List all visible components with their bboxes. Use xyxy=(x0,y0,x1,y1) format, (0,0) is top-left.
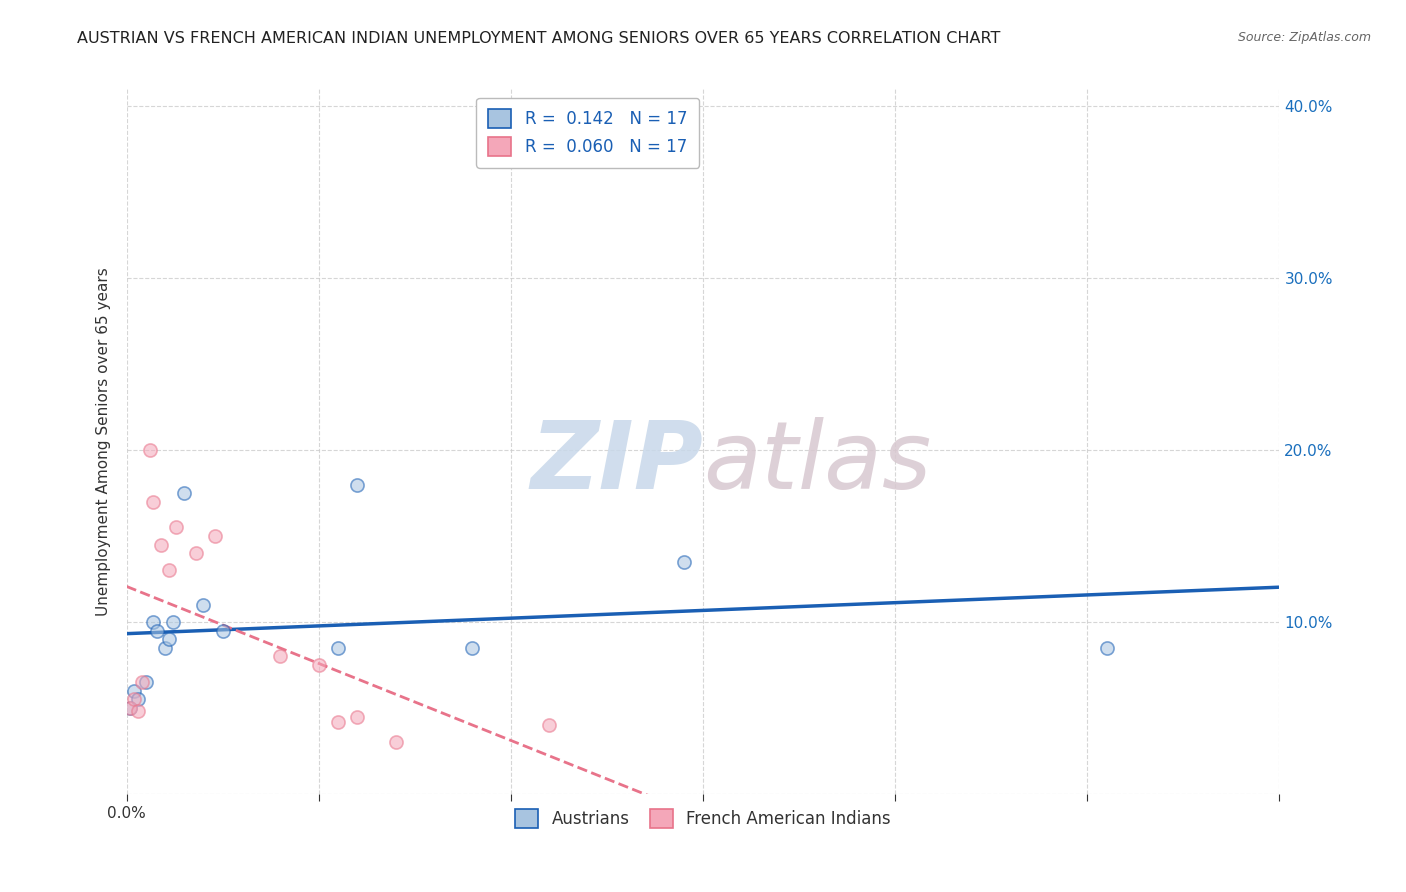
Point xyxy=(211,624,233,638)
Point xyxy=(184,546,207,560)
Point xyxy=(162,615,184,629)
Point xyxy=(157,564,180,578)
Point xyxy=(1095,640,1118,655)
Point xyxy=(346,477,368,491)
Text: atlas: atlas xyxy=(703,417,931,508)
Point xyxy=(127,692,149,706)
Point xyxy=(326,640,349,655)
Point xyxy=(120,701,142,715)
Point xyxy=(672,555,695,569)
Point xyxy=(122,692,145,706)
Text: ZIP: ZIP xyxy=(530,417,703,508)
Legend: Austrians, French American Indians: Austrians, French American Indians xyxy=(505,799,901,838)
Text: AUSTRIAN VS FRENCH AMERICAN INDIAN UNEMPLOYMENT AMONG SENIORS OVER 65 YEARS CORR: AUSTRIAN VS FRENCH AMERICAN INDIAN UNEMP… xyxy=(77,31,1001,46)
Point xyxy=(538,718,561,732)
Point xyxy=(135,675,157,690)
Point xyxy=(142,615,165,629)
Point xyxy=(173,486,195,500)
Point xyxy=(150,538,173,552)
Point xyxy=(153,640,176,655)
Y-axis label: Unemployment Among Seniors over 65 years: Unemployment Among Seniors over 65 years xyxy=(96,268,111,615)
Point xyxy=(384,735,406,749)
Point xyxy=(138,443,160,458)
Point xyxy=(120,701,142,715)
Point xyxy=(461,640,484,655)
Point xyxy=(308,657,330,672)
Point xyxy=(146,624,169,638)
Point xyxy=(157,632,180,647)
Point xyxy=(166,520,188,534)
Point xyxy=(193,598,215,612)
Point xyxy=(142,494,165,508)
Point xyxy=(131,675,153,690)
Point xyxy=(204,529,226,543)
Point xyxy=(122,683,145,698)
Point xyxy=(326,714,349,729)
Point xyxy=(269,649,291,664)
Text: Source: ZipAtlas.com: Source: ZipAtlas.com xyxy=(1237,31,1371,45)
Point xyxy=(127,705,149,719)
Point xyxy=(346,709,368,723)
